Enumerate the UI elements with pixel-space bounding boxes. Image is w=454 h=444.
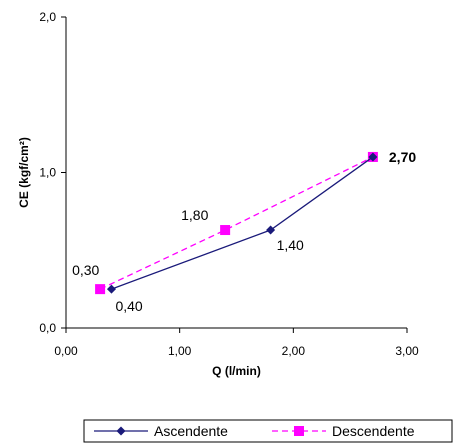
data-label: 2,70 <box>389 149 416 165</box>
data-label: 1,40 <box>277 237 304 253</box>
x-tick-label: 0,00 <box>54 344 78 358</box>
series-line <box>99 156 374 290</box>
legend-label: Ascendente <box>154 423 228 439</box>
legend-marker <box>116 426 126 436</box>
series-line <box>111 156 374 290</box>
data-point <box>368 152 378 162</box>
axes: 0,00 1,00 2,00 3,00 0,0 1,0 2,0 <box>39 10 419 358</box>
data-label: 1,80 <box>181 207 208 223</box>
data-labels: 0,30 0,40 1,80 1,40 2,70 <box>72 149 416 314</box>
legend-entry-ascendente: Ascendente <box>94 423 228 439</box>
legend: Ascendente Descendente <box>83 419 453 443</box>
legend-entry-descendente: Descendente <box>272 423 415 439</box>
y-tick-label: 0,0 <box>39 321 56 335</box>
legend-box <box>83 419 453 443</box>
data-label: 0,30 <box>72 262 99 278</box>
y-axis-title: CE (kgf/cm²) <box>17 137 31 208</box>
y-tick-label: 1,0 <box>39 166 56 180</box>
legend-label: Descendente <box>332 423 415 439</box>
x-axis-title: Q (l/min) <box>212 364 261 378</box>
x-tick-label: 1,00 <box>168 344 192 358</box>
series-descendente <box>95 151 378 295</box>
series-ascendente <box>106 152 378 294</box>
data-label: 0,40 <box>115 298 142 314</box>
data-point <box>106 284 116 294</box>
x-tick-label: 3,00 <box>395 344 419 358</box>
y-tick-label: 2,0 <box>39 10 56 24</box>
data-point <box>220 225 231 236</box>
data-point <box>95 284 106 295</box>
data-point <box>266 225 276 235</box>
x-tick-label: 2,00 <box>282 344 306 358</box>
legend-marker <box>294 426 304 436</box>
series-layer <box>95 151 378 295</box>
